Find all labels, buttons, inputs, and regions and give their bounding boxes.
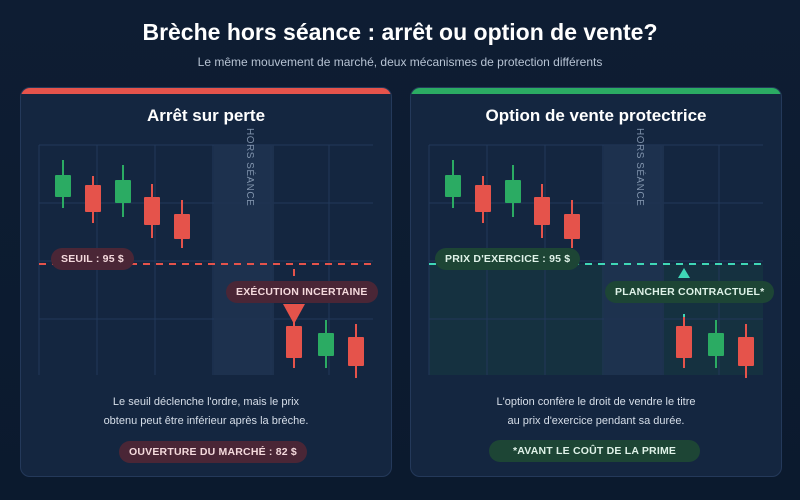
gap-down-arrow [283, 304, 305, 324]
overnight-zone [214, 145, 274, 375]
description-line: au prix d'exercice pendant sa durée. [507, 415, 685, 427]
panel-accent-bar [21, 88, 391, 94]
protective-put-panel: Option de vente protectrice HORS SÉANCE … [410, 87, 782, 477]
candle [55, 160, 71, 208]
overnight-zone [604, 145, 664, 375]
description-line: obtenu peut être inférieur après la brèc… [103, 415, 309, 427]
candle [144, 184, 160, 238]
panel-title: Option de vente protectrice [485, 106, 707, 125]
strike-price-label: PRIX D'EXERCICE : 95 $ [435, 248, 581, 270]
stop-loss-chart [38, 144, 373, 378]
stop-loss-panel: Arrêt sur perte HORS SÉANCE SEUIL : 95 $… [20, 87, 392, 477]
candle [708, 320, 724, 368]
candle [505, 165, 521, 217]
floor-up-arrow [678, 268, 690, 278]
candle [534, 184, 550, 238]
description-line: L'option confère le droit de vendre le t… [496, 396, 696, 408]
candle [738, 324, 754, 378]
candle [348, 324, 364, 378]
candle [564, 200, 580, 248]
candle [85, 176, 101, 223]
candle [115, 165, 131, 217]
candle [676, 317, 692, 368]
candle [286, 317, 302, 368]
candle [475, 176, 491, 223]
candle [445, 160, 461, 208]
page-title: Brèche hors séance : arrêt ou option de … [142, 19, 658, 45]
panel-title: Arrêt sur perte [146, 106, 266, 125]
panel-accent-bar [411, 88, 781, 94]
market-open-badge: OUVERTURE DU MARCHÉ : 82 $ [119, 441, 307, 463]
threshold-label: SEUIL : 95 $ [51, 248, 134, 270]
candle [174, 200, 190, 248]
page-subtitle: Le même mouvement de marché, deux mécani… [197, 55, 603, 69]
panel-description: L'option confère le droit de vendre le t… [411, 393, 781, 431]
panel-description: Le seuil déclenche l'ordre, mais le prix… [21, 393, 391, 431]
candle [318, 320, 334, 368]
overnight-label: HORS SÉANCE [634, 128, 645, 207]
overnight-label: HORS SÉANCE [244, 128, 255, 207]
premium-note-badge: *AVANT LE COÛT DE LA PRIME [489, 440, 701, 462]
contractual-floor-label: PLANCHER CONTRACTUEL* [605, 281, 775, 303]
description-line: Le seuil déclenche l'ordre, mais le prix [112, 396, 300, 408]
uncertain-execution-label: EXÉCUTION INCERTAINE [226, 281, 378, 303]
